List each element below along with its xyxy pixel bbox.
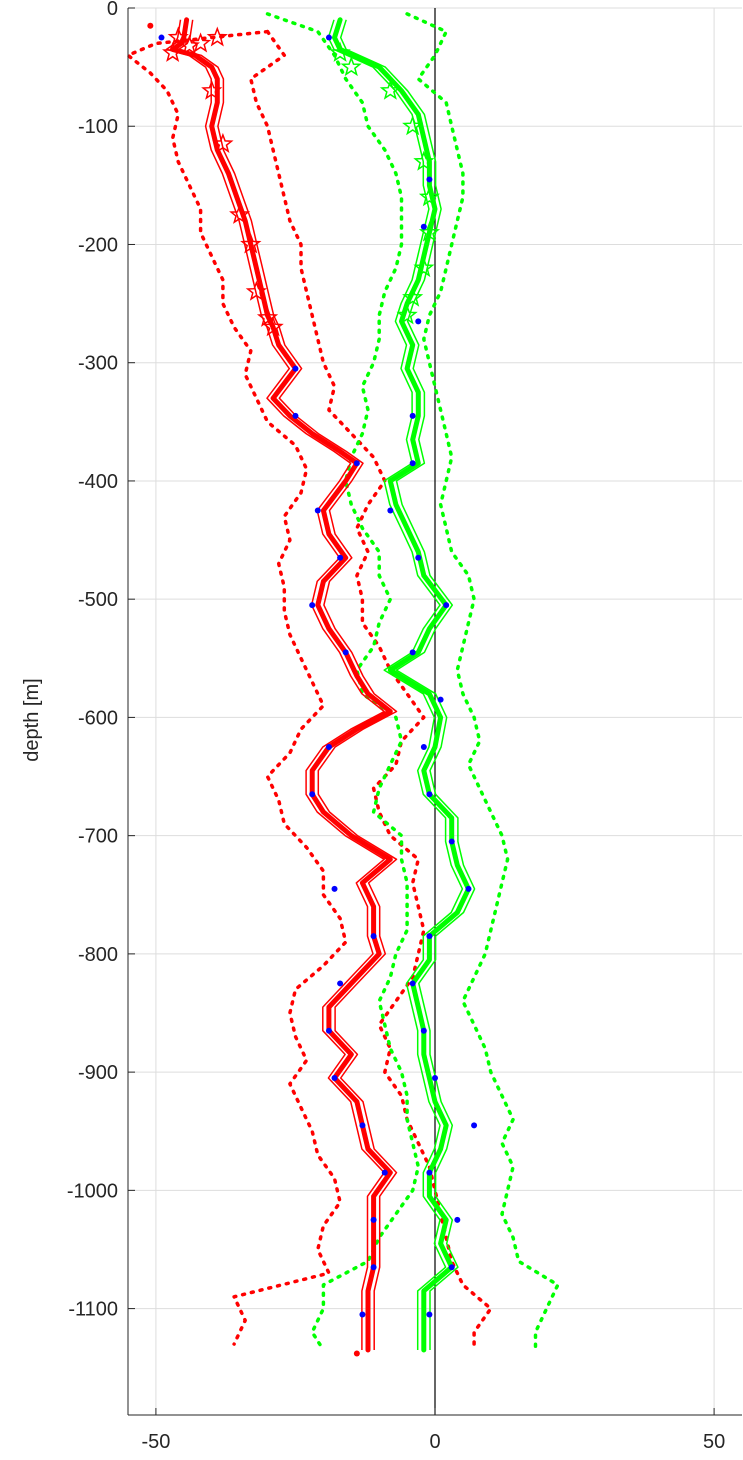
point-marker [387, 507, 394, 514]
y-tick-label: -300 [78, 353, 118, 375]
point-marker [370, 1264, 377, 1271]
tick-labels: 0-100-200-300-400-500-600-700-800-900-10… [67, 0, 725, 1453]
point-marker [292, 365, 299, 372]
star-marker [396, 304, 418, 325]
y-tick-label: -400 [78, 471, 118, 493]
point-marker [432, 1075, 438, 1082]
y-tick-label: -600 [78, 707, 118, 729]
series-bound-line [126, 29, 348, 1346]
point-marker [437, 696, 444, 703]
point-marker [409, 649, 416, 656]
point-marker [353, 460, 360, 467]
point-marker [420, 223, 427, 230]
star-marker [402, 115, 424, 136]
x-tick-label: 50 [703, 1431, 725, 1453]
star-marker [379, 79, 401, 100]
point-marker [426, 1169, 433, 1176]
point-marker [454, 1216, 461, 1223]
x-tick-label: 0 [429, 1431, 440, 1453]
point-marker [331, 885, 338, 892]
point-marker [325, 743, 332, 750]
point-marker [325, 1027, 332, 1034]
point-marker [426, 933, 433, 940]
star-marker [162, 41, 184, 62]
star-marker [262, 316, 284, 337]
series-bound-line [249, 29, 493, 1346]
point-marker [337, 980, 344, 987]
star-marker [167, 26, 189, 47]
point-marker [420, 743, 427, 750]
y-tick-label: -1100 [68, 1299, 118, 1321]
star-marker [189, 32, 212, 53]
point-marker [370, 1216, 377, 1223]
point-marker [443, 602, 450, 609]
series-main-line [332, 17, 471, 1353]
point-marker [409, 412, 416, 419]
series-ensemble-line [178, 19, 398, 1350]
y-tick-label: 0 [107, 0, 118, 20]
point-marker [292, 412, 299, 419]
confidence-bounds [126, 12, 560, 1352]
point-marker [359, 1311, 366, 1318]
series-bound-line [265, 12, 421, 1352]
point-marker [426, 1311, 433, 1318]
axes [127, 7, 742, 1416]
star-marker [418, 221, 441, 242]
series-ensemble-line [339, 19, 476, 1350]
point-marker [342, 649, 349, 656]
y-tick-label: -700 [78, 826, 118, 848]
point-marker [409, 980, 416, 987]
y-tick-label: -100 [78, 116, 118, 138]
y-tick-label: -200 [78, 234, 118, 256]
star-marker [240, 233, 262, 254]
y-tick-label: -800 [78, 944, 118, 966]
star-marker [206, 26, 228, 47]
star-marker [413, 256, 435, 278]
point-marker [147, 22, 154, 29]
point-marker [353, 1350, 360, 1357]
point-marker [325, 34, 332, 41]
point-marker [465, 885, 472, 892]
y-tick-label: -1000 [67, 1180, 118, 1202]
series-main-line [170, 17, 393, 1353]
point-marker [331, 1075, 338, 1082]
point-marker [415, 318, 422, 325]
point-marker [448, 838, 455, 845]
star-marker [402, 286, 424, 307]
point-marker [337, 554, 344, 561]
point-marker [409, 460, 416, 467]
point-marker [381, 1169, 388, 1176]
point-marker [415, 554, 422, 561]
point-marker [309, 602, 316, 609]
x-tick-label: -50 [141, 1431, 170, 1453]
point-marker [426, 791, 433, 798]
series-bound-line [405, 12, 560, 1352]
point-marker [471, 1122, 478, 1129]
profile-lines [165, 17, 476, 1353]
y-tick-label: -900 [78, 1062, 118, 1084]
star-marker [212, 132, 234, 154]
point-marker [370, 933, 377, 940]
point-marker [359, 1122, 366, 1129]
point-marker [420, 1027, 427, 1034]
star-marker [329, 41, 351, 62]
point-marker [448, 1264, 455, 1271]
point-marker [314, 507, 321, 514]
star-marker [201, 79, 223, 100]
star-marker [229, 203, 251, 224]
y-tick-label: -500 [78, 589, 118, 611]
star-marker [340, 55, 362, 77]
series-ensemble-line [165, 19, 385, 1350]
star-marker [245, 280, 267, 301]
star-marker [418, 186, 441, 207]
point-marker [426, 176, 433, 183]
star-marker [413, 150, 435, 171]
point-marker [158, 34, 165, 41]
markers [147, 22, 478, 1357]
point-marker [309, 791, 316, 798]
star-marker [256, 306, 279, 327]
y-axis-label: depth [m] [21, 678, 43, 761]
